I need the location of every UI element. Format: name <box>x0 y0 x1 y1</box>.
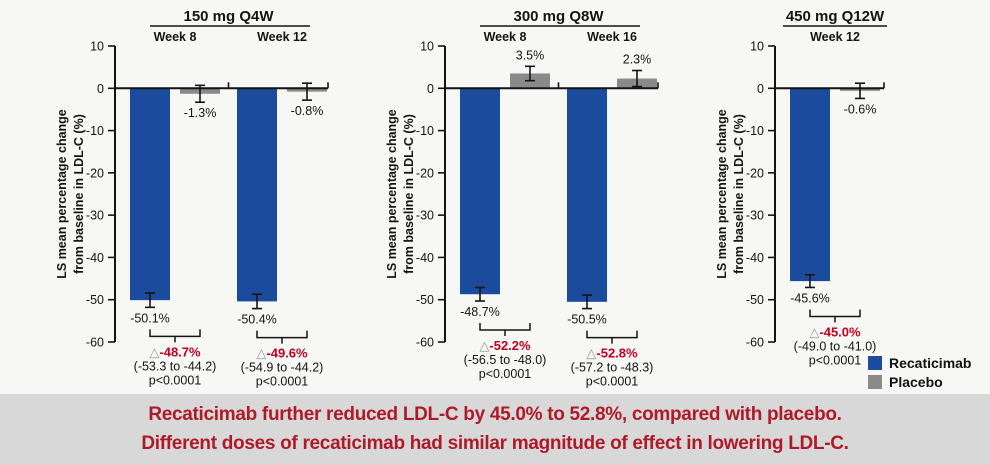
diff-p-label: p<0.0001 <box>149 373 202 387</box>
dose-title: 300 mg Q8W <box>513 8 604 25</box>
week-label: Week 12 <box>257 30 307 44</box>
y-tick-label: -40 <box>86 251 104 265</box>
y-tick-label: 0 <box>757 82 764 96</box>
diff-ci-label: (-54.9 to -44.2) <box>241 361 324 375</box>
legend-label-placebo: Placebo <box>889 374 943 390</box>
week-label: Week 8 <box>154 30 197 44</box>
placebo-swatch-icon <box>868 375 882 389</box>
legend-item-placebo: Placebo <box>868 374 971 390</box>
week-label: Week 16 <box>587 30 637 44</box>
chart-panel-2: 300 mg Q8W Week 8 Week 16 10 0 -10 -20 -30 -40 -5… <box>385 8 659 389</box>
diff-ci-label: (-57.2 to -48.3) <box>571 361 654 375</box>
diff-bracket <box>479 322 531 336</box>
diff-p-label: p<0.0001 <box>809 353 862 367</box>
diff-delta-label: △-45.0% <box>809 324 861 339</box>
bar-recaticimab <box>460 88 500 295</box>
y-axis-label: from baseline in LDL-C (%) <box>732 114 746 274</box>
diff-bracket <box>256 330 308 344</box>
y-tick-label: -40 <box>746 251 764 265</box>
bar-value-label: -0.6% <box>844 102 877 116</box>
chart-panel-3: 450 mg Q12W Week 12 10 0 -10 -20 -30 -40 -50 -60 L… <box>715 8 887 367</box>
y-tick-label: -60 <box>86 336 104 350</box>
bar-recaticimab <box>790 88 830 282</box>
week-label: Week 8 <box>484 30 527 44</box>
y-axis-label: from baseline in LDL-C (%) <box>402 114 416 274</box>
y-tick-label: -60 <box>746 336 764 350</box>
bar-recaticimab <box>237 88 277 302</box>
dose-title: 150 mg Q4W <box>183 8 274 25</box>
diff-bracket <box>809 309 861 323</box>
diff-p-label: p<0.0001 <box>586 375 639 389</box>
y-tick-label: -60 <box>416 336 434 350</box>
y-tick-label: 0 <box>427 82 434 96</box>
y-axis-label: from baseline in LDL-C (%) <box>72 114 86 274</box>
banner-line-1: Recaticimab further reduced LDL-C by 45.… <box>148 404 842 425</box>
y-tick-label: -10 <box>416 124 434 138</box>
y-tick-label: -50 <box>746 293 764 307</box>
bar-recaticimab <box>130 88 170 301</box>
bar-value-label: -50.5% <box>567 313 607 327</box>
diff-delta-label: △-48.7% <box>149 344 201 359</box>
y-tick-label: 0 <box>97 82 104 96</box>
bar-value-label: -1.3% <box>184 106 217 120</box>
diff-ci-label: (-49.0 to -41.0) <box>794 339 877 353</box>
diff-bracket <box>586 330 638 344</box>
diff-ci-label: (-53.3 to -44.2) <box>134 359 217 373</box>
diff-ci-label: (-56.5 to -48.0) <box>464 353 547 367</box>
y-tick-label: 10 <box>90 40 104 54</box>
y-tick-label: -10 <box>746 124 764 138</box>
diff-delta-label: △-49.6% <box>256 346 308 361</box>
y-tick-label: -30 <box>416 209 434 223</box>
y-axis-label: LS mean percentage change <box>385 109 399 279</box>
bar-value-label: -48.7% <box>460 305 500 319</box>
bar-value-label: -50.4% <box>237 313 277 327</box>
diff-delta-label: △-52.2% <box>479 338 531 353</box>
y-tick-label: -10 <box>86 124 104 138</box>
chart-panel-1: 150 mg Q4W Week 8 Week 12 10 0 -10 -20 -30 -40 -5… <box>55 8 329 389</box>
y-tick-label: -50 <box>86 293 104 307</box>
y-tick-label: 10 <box>420 40 434 54</box>
legend-item-recaticimab: Recaticimab <box>868 355 971 371</box>
legend: Recaticimab Placebo <box>868 355 971 390</box>
y-tick-label: -50 <box>416 293 434 307</box>
diff-bracket <box>149 329 201 343</box>
bar-recaticimab <box>567 88 607 302</box>
bar-value-label: -50.1% <box>130 311 170 325</box>
y-tick-label: 10 <box>750 40 764 54</box>
bar-value-label: -45.6% <box>790 291 830 305</box>
y-tick-label: -40 <box>416 251 434 265</box>
bar-value-label: 2.3% <box>623 53 652 67</box>
diff-delta-label: △-52.8% <box>586 346 638 361</box>
y-axis-label: LS mean percentage change <box>715 109 729 279</box>
y-tick-label: -30 <box>746 209 764 223</box>
y-tick-label: -20 <box>86 166 104 180</box>
bar-value-label: -0.8% <box>291 104 324 118</box>
recaticimab-swatch-icon <box>868 356 882 370</box>
y-axis-label: LS mean percentage change <box>55 109 69 279</box>
bar-value-label: 3.5% <box>516 48 545 62</box>
y-tick-label: -20 <box>416 166 434 180</box>
y-tick-label: -30 <box>86 209 104 223</box>
banner-line-2: Different doses of recaticimab had simil… <box>141 433 849 454</box>
diff-p-label: p<0.0001 <box>256 375 309 389</box>
dose-title: 450 mg Q12W <box>786 8 885 25</box>
legend-label-recaticimab: Recaticimab <box>889 355 972 371</box>
summary-banner: Recaticimab further reduced LDL-C by 45.… <box>0 394 990 465</box>
week-label: Week 12 <box>810 30 860 44</box>
diff-p-label: p<0.0001 <box>479 367 532 381</box>
y-tick-label: -20 <box>746 166 764 180</box>
charts-row: 150 mg Q4W Week 8 Week 12 10 0 -10 -20 -30 -40 -5… <box>55 8 887 389</box>
